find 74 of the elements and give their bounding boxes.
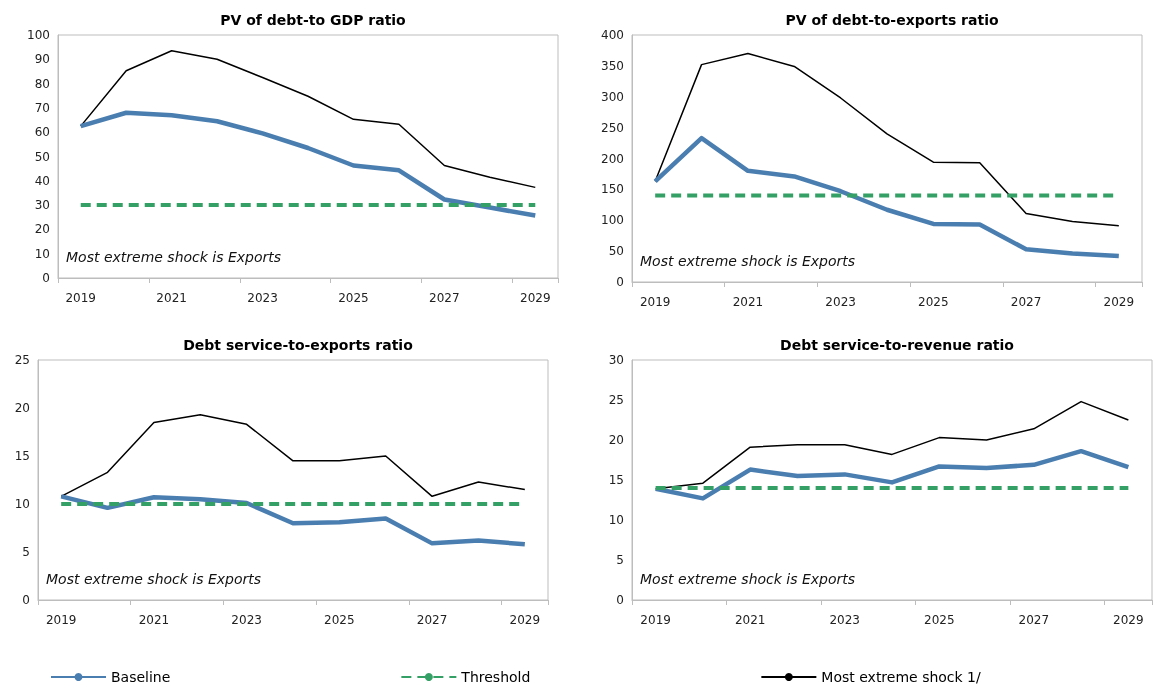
legend-label: Threshold xyxy=(460,669,531,685)
line-series xyxy=(58,494,528,547)
x-tick-label: 2023 xyxy=(247,291,278,305)
line-series xyxy=(78,110,538,218)
chart-title: PV of debt-to GDP ratio xyxy=(220,12,407,28)
y-tick-label: 20 xyxy=(14,401,30,415)
y-tick-label: 80 xyxy=(34,76,50,91)
legend-label: Most extreme shock 1/ xyxy=(821,669,982,685)
y-tick-label: 15 xyxy=(14,449,30,463)
y-tick-label: 10 xyxy=(14,497,30,511)
x-tick-label: 2027 xyxy=(1018,613,1050,627)
x-tick-label: 2025 xyxy=(338,291,369,305)
y-tick-label: 150 xyxy=(601,182,624,197)
line-series xyxy=(653,448,1131,501)
y-tick-label: 25 xyxy=(608,393,624,407)
y-tick-label: 10 xyxy=(34,246,50,261)
x-tick-label: 2021 xyxy=(732,295,764,309)
y-tick-label: 60 xyxy=(34,125,50,140)
y-tick-label: 70 xyxy=(34,100,50,115)
y-tick-label: 0 xyxy=(616,593,624,607)
y-tick-label: 0 xyxy=(42,271,50,285)
y-tick-label: 20 xyxy=(34,222,50,237)
x-tick-label: 2023 xyxy=(825,295,856,309)
y-tick-label: 10 xyxy=(608,513,624,527)
y-tick-label: 90 xyxy=(34,52,50,67)
x-tick-label: 2019 xyxy=(640,613,671,627)
x-tick-label: 2025 xyxy=(324,613,355,627)
x-tick-label: 2029 xyxy=(1113,613,1144,627)
line-series xyxy=(654,52,1120,227)
line-series xyxy=(79,50,537,189)
y-tick-label: 30 xyxy=(34,198,50,213)
y-tick-label: 25 xyxy=(14,353,30,367)
y-tick-label: 350 xyxy=(601,58,624,73)
y-tick-label: 50 xyxy=(608,244,624,259)
y-tick-label: 100 xyxy=(27,28,50,42)
y-tick-label: 5 xyxy=(22,545,30,559)
x-tick-label: 2021 xyxy=(156,291,187,305)
chart-title: Debt service-to-revenue ratio xyxy=(780,337,1015,353)
legend-label: Baseline xyxy=(111,669,171,685)
y-tick-label: 50 xyxy=(34,149,50,164)
y-tick-label: 0 xyxy=(22,593,30,607)
x-tick-label: 2019 xyxy=(45,613,77,627)
x-tick-label: 2021 xyxy=(138,613,170,627)
y-tick-label: 15 xyxy=(608,473,624,487)
annotation: Most extreme shock is Exports xyxy=(66,249,282,265)
x-tick-label: 2027 xyxy=(1010,295,1042,309)
x-tick-label: 2025 xyxy=(918,295,949,309)
x-tick-label: 2023 xyxy=(829,613,860,627)
annotation: Most extreme shock is Exports xyxy=(46,571,262,587)
y-tick-label: 20 xyxy=(608,433,624,447)
y-tick-label: 250 xyxy=(601,120,624,135)
x-tick-label: 2025 xyxy=(924,613,955,627)
annotation: Most extreme shock is Exports xyxy=(640,253,856,269)
y-tick-label: 5 xyxy=(616,553,624,567)
x-tick-label: 2021 xyxy=(734,613,766,627)
y-tick-label: 100 xyxy=(601,213,624,228)
y-tick-label: 200 xyxy=(601,151,624,166)
y-tick-label: 0 xyxy=(616,275,624,289)
annotation: Most extreme shock is Exports xyxy=(640,571,856,587)
x-tick-label: 2019 xyxy=(639,295,671,309)
x-tick-label: 2029 xyxy=(509,613,541,627)
line-series xyxy=(60,413,526,498)
chart-title: PV of debt-to-exports ratio xyxy=(785,12,999,28)
x-tick-label: 2029 xyxy=(520,291,551,305)
y-tick-label: 30 xyxy=(608,353,624,367)
x-tick-label: 2027 xyxy=(429,291,460,305)
x-tick-label: 2029 xyxy=(1103,295,1135,309)
x-tick-label: 2027 xyxy=(416,613,448,627)
x-tick-label: 2019 xyxy=(65,291,96,305)
y-tick-label: 40 xyxy=(34,173,50,188)
chart-title: Debt service-to-exports ratio xyxy=(183,337,414,353)
y-tick-label: 400 xyxy=(601,28,624,42)
y-tick-label: 300 xyxy=(601,89,624,104)
x-tick-label: 2023 xyxy=(231,613,262,627)
